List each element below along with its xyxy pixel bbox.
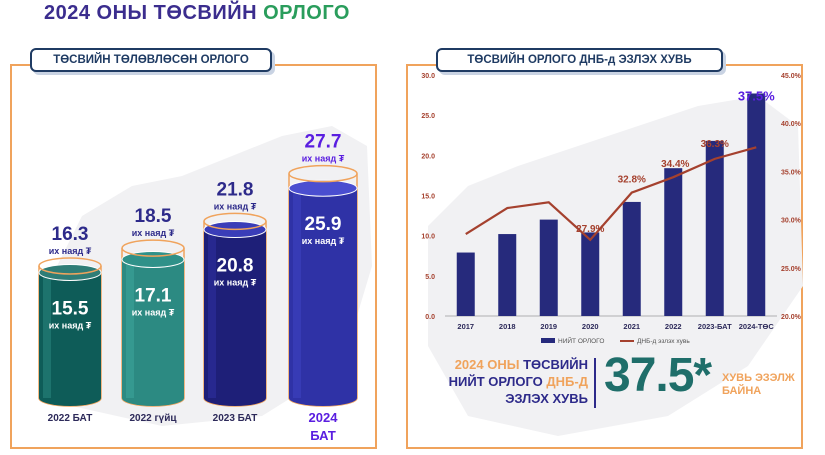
- category-label: 2022 БАТ: [48, 413, 93, 424]
- x-tick: 2018: [499, 322, 516, 331]
- cylinder-fill-top: [38, 263, 102, 281]
- category-label: БАТ: [310, 428, 336, 443]
- fill-unit: их наяд ₮: [214, 278, 257, 288]
- cylinder-highlight: [126, 259, 134, 398]
- summary-text: 2024 ОНЫ ТӨСВИЙН НИЙТ ОРЛОГО ДНБ-Д ЭЗЛЭХ…: [448, 357, 588, 406]
- bar-5: [664, 168, 683, 316]
- y-left-tick: 5.0: [425, 274, 435, 281]
- fill-value: 17.1: [135, 285, 172, 306]
- y-left-tick: 30.0: [421, 73, 435, 80]
- y-right-tick: 20.0%: [781, 314, 802, 321]
- y-right-tick: 25.0%: [781, 266, 802, 273]
- cylinder-rim: [38, 257, 102, 275]
- total-unit: их наяд ₮: [214, 201, 257, 211]
- fill-unit: их наяд ₮: [132, 307, 175, 317]
- point-label: 27.9%: [576, 224, 604, 235]
- y-left-tick: 0.0: [425, 314, 435, 321]
- y-right-tick: 40.0%: [781, 121, 802, 128]
- bar-3: [581, 232, 600, 316]
- total-unit: их наяд ₮: [132, 228, 175, 238]
- bar-2: [539, 219, 558, 316]
- legend-bar: НИЙТ ОРЛОГО: [558, 336, 604, 345]
- summary-suffix: ХУВЬ ЭЗЭЛЖ БАЙНА: [722, 372, 795, 397]
- fill-value: 15.5: [52, 298, 89, 319]
- cylinder-fill: [204, 229, 266, 406]
- page-title: 2024 ОНЫ ТӨСВИЙН ОРЛОГО: [44, 2, 350, 24]
- cylinder-fill-top: [288, 179, 358, 197]
- total-value: 21.8: [217, 179, 254, 200]
- fill-unit: их наяд ₮: [302, 236, 345, 246]
- y-right-tick: 45.0%: [781, 73, 802, 80]
- fill-value: 25.9: [305, 214, 342, 235]
- legend-line: ДНБ-д эзлэх хувь: [637, 338, 690, 345]
- summary-divider: [594, 358, 596, 408]
- gdp-share-line: [465, 146, 757, 242]
- y-right-tick: 30.0%: [781, 218, 802, 225]
- x-tick: 2020: [582, 322, 599, 331]
- total-value: 16.3: [52, 224, 89, 245]
- cylinder-highlight: [43, 272, 51, 398]
- category-label: 2024: [309, 410, 339, 425]
- y-right-tick: 35.0%: [781, 169, 802, 176]
- summary-big-value: 37.5*: [604, 349, 712, 402]
- total-value: 18.5: [135, 206, 172, 227]
- category-label: 2022 гүйц: [129, 413, 177, 424]
- x-tick: 2019: [540, 322, 557, 331]
- point-label: 37.5%: [738, 88, 775, 103]
- cylinder-rim: [203, 212, 267, 231]
- bar-4: [622, 201, 641, 316]
- y-left-tick: 15.0: [421, 194, 435, 201]
- y-left-tick: 25.0: [421, 113, 435, 120]
- point-label: 36.3%: [701, 139, 729, 150]
- x-tick: 2021: [623, 322, 640, 331]
- cylinder-1: 18.5их наяд ₮17.1их наяд ₮2022 гүйц: [121, 206, 185, 424]
- planned-revenue-title: ТӨСВИЙН ТӨЛӨВЛӨСӨН ОРЛОГО: [30, 48, 272, 72]
- cylinder-0: 16.3их наяд ₮15.5их наяд ₮2022 БАТ: [38, 224, 102, 424]
- gdp-share-title: ТӨСВИЙН ОРЛОГО ДНБ-д ЭЗЛЭХ ХУВЬ: [436, 48, 723, 72]
- x-tick: 2023-БАТ: [698, 322, 732, 331]
- total-unit: их наяд ₮: [49, 246, 92, 256]
- cylinder-fill: [289, 188, 357, 406]
- fill-unit: их наяд ₮: [49, 320, 92, 330]
- page-title-accent: ОРЛОГО: [263, 2, 350, 24]
- total-unit: их наяд ₮: [302, 154, 345, 164]
- bar-0: [456, 252, 475, 316]
- bar-7: [747, 93, 766, 316]
- y-left-tick: 10.0: [421, 234, 435, 241]
- fill-value: 20.8: [217, 256, 254, 277]
- x-tick: 2024-ТӨС: [739, 322, 775, 331]
- cylinder-highlight: [208, 229, 216, 398]
- cylinder-highlight: [293, 188, 301, 398]
- point-label: 32.8%: [618, 175, 646, 186]
- cylinder-rim: [121, 239, 185, 257]
- bar-1: [498, 234, 517, 316]
- cylinder-rim: [288, 164, 358, 183]
- x-tick: 2022: [665, 322, 682, 331]
- point-label: 34.4%: [661, 159, 689, 170]
- total-value: 27.7: [305, 132, 342, 153]
- category-label: 2023 БАТ: [213, 413, 258, 424]
- legend-swatch-bar: [541, 338, 555, 343]
- cylinder-fill: [39, 272, 101, 406]
- y-left-tick: 20.0: [421, 153, 435, 160]
- x-tick: 2017: [457, 322, 474, 331]
- cylinder-2: 21.8их наяд ₮20.8их наяд ₮2023 БАТ: [203, 179, 267, 424]
- bar-6: [705, 140, 724, 316]
- cylinder-fill: [122, 259, 184, 406]
